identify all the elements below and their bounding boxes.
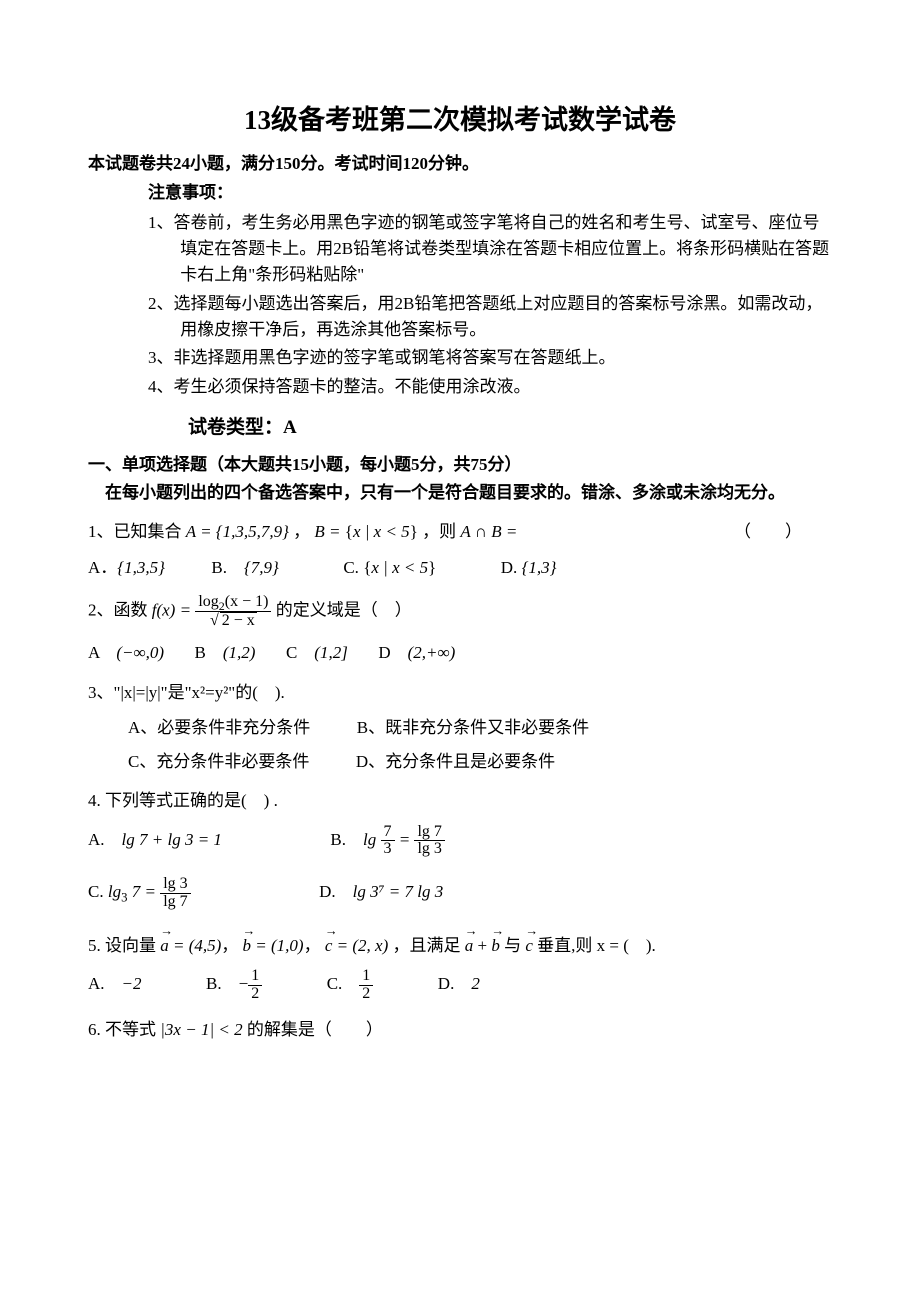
q4-b-eq: = (399, 830, 410, 849)
q5-a-val: = (4,5) (169, 936, 222, 955)
q2-optD: (2,+∞) (408, 643, 456, 662)
question-4-options-row2: C. lg3 7 = lg 3 lg 7 D. lg 3⁷ = 7 lg 3 (88, 876, 832, 911)
question-6: 6. 不等式 |3x − 1| < 2 的解集是（ ） (88, 1017, 832, 1043)
q5-optB-frac: 12 (248, 968, 262, 1003)
q1-optB: {7,9} (244, 558, 279, 577)
q1-expr: A ∩ B = (460, 522, 517, 541)
q5-prefix: 5. 设向量 (88, 936, 160, 955)
q1-prefix: 1、已知集合 (88, 522, 186, 541)
q2-fraction: log2(x − 1) √2 − x (195, 594, 271, 630)
q2-optA: (−∞,0) (116, 643, 164, 662)
section-1-desc: 在每小题列出的四个备选答案中，只有一个是符合题目要求的。错涂、多涂或未涂均无分。 (88, 480, 832, 506)
q5-optD: 2 (471, 974, 480, 993)
question-3-options: A、必要条件非充分条件 B、既非充分条件又非必要条件 C、充分条件非必要条件 D… (128, 715, 832, 774)
q2-num-log: log (198, 593, 218, 610)
q5-vec-c: c (325, 933, 333, 959)
q4-optD: lg 3⁷ = 7 lg 3 (353, 882, 444, 901)
q2-den-inner: 2 − x (220, 612, 257, 630)
q1-setA: A = {1,3,5,7,9} (186, 522, 289, 541)
q1-setB-brace: {x | x < 5} (345, 522, 418, 541)
question-4-options-row1: A. lg 7 + lg 3 = 1 B. lg 7 3 = lg 7 lg 3 (88, 824, 832, 859)
question-1: 1、已知集合 A = {1,3,5,7,9} ， B = {x | x < 5}… (88, 519, 832, 545)
notice-item: 1、答卷前，考生务必用黑色字迹的钢笔或签字笔将自己的姓名和考生号、试室号、座位号… (148, 210, 832, 289)
q5-mid2: 与 (504, 936, 525, 955)
q2-optC: (1,2] (314, 643, 348, 662)
q5-vec-b: b (243, 933, 252, 959)
q5-c-n: 1 (359, 968, 373, 986)
question-5-options: A. −2 B. −12 C. 12 D. 2 (88, 968, 832, 1003)
notice-item: 3、非选择题用黑色字迹的签字笔或钢笔将答案写在答题纸上。 (148, 345, 832, 371)
q1-comma: ， (293, 522, 310, 541)
q1-mid: ，则 (422, 522, 460, 541)
q4-optB-rightfrac: lg 7 lg 3 (414, 824, 444, 859)
q2-suffix: 的定义域是（ ） (276, 601, 412, 620)
q4-optC-left: lg (108, 882, 121, 901)
question-5: 5. 设向量 a = (4,5)， b = (1,0)， c = (2, x) … (88, 933, 832, 959)
question-1-options: A．{1,3,5} B. {7,9} C. {x | x < 5} D. {1,… (88, 555, 832, 581)
question-2: 2、函数 f(x) = log2(x − 1) √2 − x 的定义域是（ ） (88, 594, 832, 630)
question-4: 4. 下列等式正确的是( ) . (88, 788, 832, 814)
q5-vec-a2: a (465, 933, 474, 959)
q5-optA: −2 (122, 974, 142, 993)
q2-func: f(x) = (152, 601, 191, 620)
q1-setB-label: B = (314, 522, 344, 541)
q4-optB-left: lg (363, 830, 376, 849)
q5-vec-b2: b (491, 933, 500, 959)
q1-optC: {x | x < 5} (363, 558, 436, 577)
exam-title: 13级备考班第二次模拟考试数学试卷 (88, 100, 832, 141)
notice-item: 2、选择题每小题选出答案后，用2B铅笔把答题纸上对应题目的答案标号涂黑。如需改动… (148, 291, 832, 344)
q1-optC-cond: x | x < 5 (371, 558, 428, 577)
q4-optB-leftfrac: 7 3 (381, 824, 395, 859)
header-info: 本试题卷共24小题，满分150分。考试时间120分钟。 (88, 151, 832, 177)
q4-c-arg: 7 = (127, 882, 155, 901)
q3-optA: A、必要条件非充分条件 (128, 718, 310, 737)
q4-b-ln: 7 (381, 824, 395, 842)
q5-vec-a: a (160, 933, 169, 959)
q5-b-val: = (1,0) (251, 936, 304, 955)
question-2-options: A (−∞,0) B (1,2) C (1,2] D (2,+∞) (88, 640, 832, 666)
section-1-title: 一、单项选择题（本大题共15小题，每小题5分，共75分） (88, 452, 832, 478)
q2-optB: (1,2) (223, 643, 256, 662)
notice-block: 注意事项： 1、答卷前，考生务必用黑色字迹的钢笔或签字笔将自己的姓名和考生号、试… (148, 180, 832, 400)
notice-item: 4、考生必须保持答题卡的整洁。不能使用涂改液。 (148, 374, 832, 400)
q5-b-n: 1 (248, 968, 262, 986)
q2-num-arg: (x − 1) (225, 593, 269, 610)
q1-blank: （ ） (734, 519, 802, 545)
q3-optC: C、充分条件非必要条件 (128, 752, 309, 771)
q3-optD: D、充分条件且是必要条件 (356, 752, 555, 771)
notice-heading: 注意事项： (148, 180, 832, 206)
q5-vec-c2: c (525, 933, 533, 959)
question-3: 3、"|x|=|y|"是"x²=y²"的( ). (88, 680, 832, 706)
q4-optA: lg 7 + lg 3 = 1 (122, 830, 222, 849)
q4-b-rn: lg 7 (414, 824, 444, 842)
q3-optB: B、既非充分条件又非必要条件 (357, 718, 589, 737)
q6-suffix: 的解集是（ ） (247, 1020, 383, 1039)
q5-mid1: ，且满足 (392, 936, 464, 955)
q1-optA: {1,3,5} (117, 558, 165, 577)
q2-prefix: 2、函数 (88, 601, 152, 620)
q5-b-d: 2 (248, 986, 262, 1003)
q6-prefix: 6. 不等式 (88, 1020, 160, 1039)
q4-c-n: lg 3 (160, 876, 190, 894)
q4-b-rd: lg 3 (414, 841, 444, 858)
q6-abs: |3x − 1| < 2 (160, 1020, 242, 1039)
q5-c-d: 2 (359, 986, 373, 1003)
q5-tail: 垂直,则 x = ( ). (537, 936, 656, 955)
q5-optC-frac: 12 (359, 968, 373, 1003)
q4-c-d: lg 7 (160, 894, 190, 911)
q5-c-val: = (2, x) (332, 936, 388, 955)
q1-setB-cond: x | x < 5 (353, 522, 410, 541)
q1-optD: {1,3} (522, 558, 557, 577)
q4-optC-frac: lg 3 lg 7 (160, 876, 190, 911)
paper-type: 试卷类型：A (188, 414, 832, 443)
q4-b-ld: 3 (381, 841, 395, 858)
